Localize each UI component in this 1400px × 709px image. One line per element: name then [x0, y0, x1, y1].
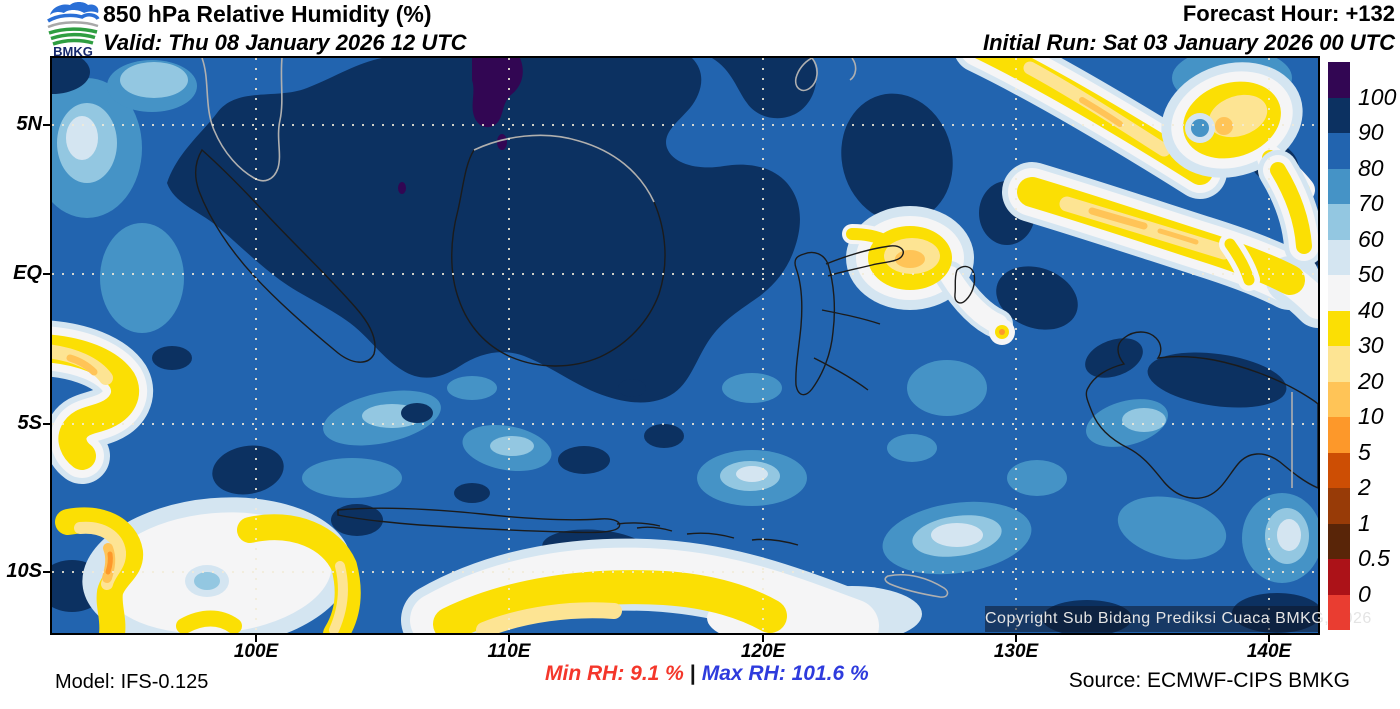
lat-axis-label: 5S — [17, 412, 42, 434]
min-rh-value: Min RH: 9.1 % — [545, 662, 684, 685]
foreign-coastlines — [201, 58, 1293, 598]
lon-axis-label: 140E — [1246, 641, 1292, 662]
colorbar-tick-label: 80 — [1358, 154, 1384, 181]
colorbar-tick-label: 0 — [1358, 580, 1371, 607]
minmax-separator: | — [689, 662, 696, 685]
lon-axis-tick — [1015, 635, 1017, 642]
colorbar-cell — [1328, 168, 1350, 204]
colorbar-cell — [1328, 310, 1350, 346]
colorbar-tick-label: 30 — [1358, 332, 1384, 358]
lat-axis-tick — [43, 571, 50, 573]
colorbar-cell — [1328, 133, 1350, 169]
colorbar-tick-label: 60 — [1358, 225, 1384, 252]
lon-axis-label: 100E — [233, 641, 279, 662]
max-rh-value: Max RH: 101.6 % — [701, 662, 869, 685]
rh50-patches — [66, 116, 1301, 551]
lat-axis-label: 5N — [16, 113, 42, 135]
bmkg-logo-icon: BMKG — [47, 2, 100, 58]
colorbar-tick-label: 50 — [1358, 261, 1384, 287]
lon-axis-label: 120E — [740, 641, 786, 662]
colorbar — [1328, 62, 1350, 630]
colorbar-tick-label: 0.5 — [1358, 545, 1390, 571]
rh100-spots — [398, 58, 523, 194]
lon-axis-tick — [1268, 635, 1270, 642]
lat-axis-tick — [43, 273, 50, 275]
copyright-overlay: Copyright Sub Bidang Prediksi Cuaca BMKG… — [985, 606, 1371, 632]
colorbar-cell — [1328, 62, 1350, 98]
colorbar-tick-label: 2 — [1358, 474, 1371, 500]
lon-axis-label: 130E — [993, 641, 1039, 662]
lon-axis-label: 110E — [487, 641, 531, 662]
lat-axis-tick — [43, 423, 50, 425]
lat-axis-label: 10S — [6, 560, 42, 582]
model-label: Model: IFS-0.125 — [55, 671, 209, 693]
colorbar-cell — [1328, 594, 1350, 630]
colorbar-cell — [1328, 97, 1350, 133]
colorbar-cell — [1328, 559, 1350, 595]
colorbar-tick-label: 20 — [1358, 367, 1384, 394]
source-label: Source: ECMWF-CIPS BMKG — [1068, 669, 1350, 692]
forecast-hour: Forecast Hour: +132 — [1182, 1, 1395, 26]
initial-run: Initial Run: Sat 03 January 2026 00 UTC — [982, 30, 1395, 55]
colorbar-cell — [1328, 381, 1350, 417]
bmkg-logo-text: BMKG — [53, 44, 93, 58]
colorbar-tick-label: 10 — [1358, 403, 1384, 429]
lon-axis-tick — [762, 635, 764, 642]
valid-time: Valid: Thu 08 January 2026 12 UTC — [103, 30, 467, 55]
colorbar-tick-label: 5 — [1358, 438, 1371, 465]
map-frame: Copyright Sub Bidang Prediksi Cuaca BMKG… — [50, 56, 1371, 635]
humidity-map — [52, 58, 1318, 633]
colorbar-cell — [1328, 523, 1350, 559]
coastlines — [195, 134, 1318, 546]
colorbar-tick-label: 100 — [1358, 83, 1397, 110]
minmax-line: Min RH: 9.1 % | Max RH: 101.6 % — [545, 662, 869, 686]
colorbar-cell — [1328, 417, 1350, 453]
page-title: 850 hPa Relative Humidity (%) — [103, 1, 432, 27]
colorbar-cell — [1328, 275, 1350, 311]
gridlines — [52, 58, 1318, 633]
lon-axis-tick — [255, 635, 257, 642]
colorbar-cell — [1328, 452, 1350, 488]
colorbar-tick-label: 70 — [1358, 190, 1384, 216]
lat-axis-tick — [43, 124, 50, 126]
colorbar-tick-label: 90 — [1358, 119, 1384, 145]
colorbar-tick-label: 1 — [1358, 509, 1371, 536]
lat-axis-label: EQ — [13, 262, 42, 284]
lon-axis-tick — [508, 635, 510, 642]
dry-streaks — [52, 58, 1318, 633]
colorbar-cell — [1328, 204, 1350, 240]
colorbar-cell — [1328, 488, 1350, 524]
colorbar-tick-label: 40 — [1358, 296, 1384, 323]
colorbar-cell — [1328, 239, 1350, 275]
colorbar-cell — [1328, 346, 1350, 382]
